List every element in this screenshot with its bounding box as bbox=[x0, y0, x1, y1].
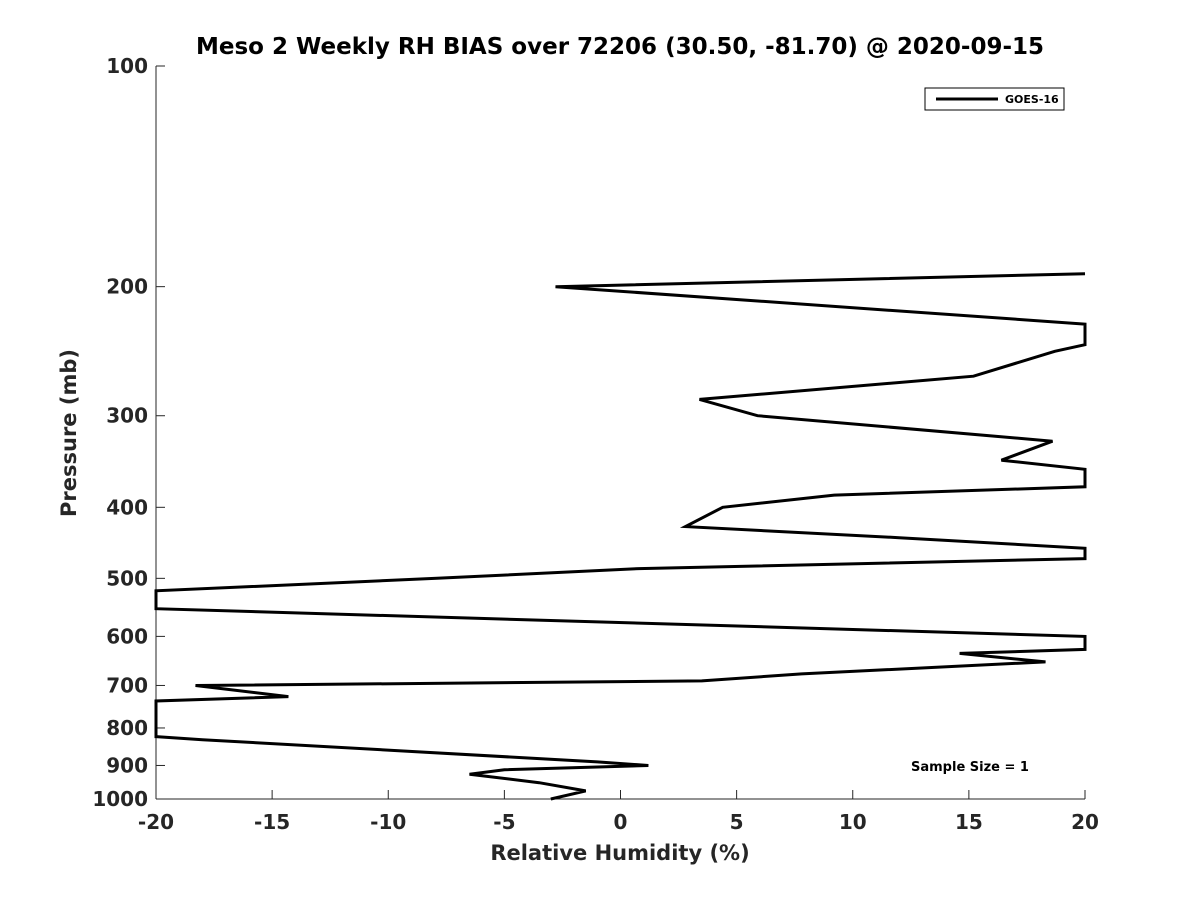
series-layer bbox=[154, 272, 1087, 801]
y-tick-label: 600 bbox=[106, 624, 148, 648]
y-axis-label: Pressure (mb) bbox=[57, 349, 81, 517]
series-line-goes-16 bbox=[154, 272, 1087, 801]
x-tick-label: 10 bbox=[839, 810, 867, 834]
y-tick-label: 500 bbox=[106, 566, 148, 590]
y-tick-label: 100 bbox=[106, 54, 148, 78]
y-tick-label: 400 bbox=[106, 495, 148, 519]
x-tick-label: -20 bbox=[138, 810, 174, 834]
y-tick-label: 200 bbox=[106, 275, 148, 299]
y-tick-label: 800 bbox=[106, 716, 148, 740]
x-tick-label: 5 bbox=[730, 810, 744, 834]
y-axis-ticks: 100 200 300 400 500 600 700 800 900 1000 bbox=[92, 54, 165, 811]
sample-size-annotation: Sample Size = 1 bbox=[911, 760, 1029, 775]
x-tick-label: 20 bbox=[1071, 810, 1099, 834]
y-tick-label: 1000 bbox=[92, 787, 148, 811]
x-tick-label: 0 bbox=[614, 810, 628, 834]
legend: GOES-16 bbox=[924, 87, 1065, 111]
y-tick-label: 700 bbox=[106, 673, 148, 697]
y-tick-label: 300 bbox=[106, 404, 148, 428]
x-axis-label: Relative Humidity (%) bbox=[490, 841, 749, 865]
chart-title: Meso 2 Weekly RH BIAS over 72206 (30.50,… bbox=[196, 34, 1044, 60]
y-tick-label: 900 bbox=[106, 753, 148, 777]
x-tick-label: -10 bbox=[370, 810, 406, 834]
legend-label-goes-16: GOES-16 bbox=[1005, 93, 1059, 106]
x-axis-ticks: -20 -15 -10 -5 0 5 10 15 20 bbox=[138, 790, 1099, 834]
x-tick-label: -5 bbox=[493, 810, 515, 834]
x-tick-label: 15 bbox=[955, 810, 983, 834]
x-tick-label: -15 bbox=[254, 810, 290, 834]
